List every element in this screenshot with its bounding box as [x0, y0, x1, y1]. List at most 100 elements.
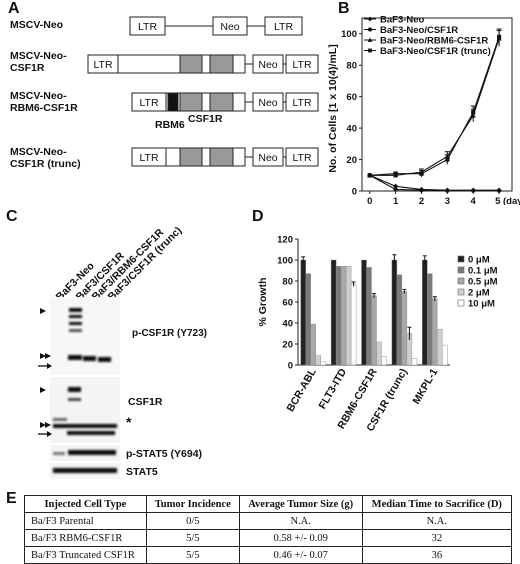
bar: [366, 267, 372, 366]
csf1r-domain2-r4: [209, 147, 234, 167]
bar: [422, 259, 428, 366]
csf1r-domain2-r2: [209, 54, 234, 74]
ltr-box-r1-left: [129, 16, 166, 36]
data-point: [367, 27, 373, 32]
table-row: Ba/F3 Parental 0/5 N.A. N.A.: [24, 512, 513, 530]
x-tick-label: 3: [445, 196, 450, 205]
blot-pcsf1r: [50, 297, 120, 375]
table-cell: Ba/F3 Parental: [24, 512, 147, 530]
band: [98, 357, 111, 362]
y-tick-label: 0: [352, 187, 357, 198]
y-tick-label: 0: [288, 361, 293, 372]
bar: [320, 361, 326, 366]
series-line: [369, 36, 500, 176]
blot-label-csf1r: CSF1R: [128, 396, 163, 408]
arrowhead-icon: [40, 422, 46, 428]
data-point: [445, 188, 450, 193]
table-cell: 0.46 +/- 0.07: [238, 546, 363, 564]
plot-frame: [361, 17, 513, 192]
ltr-box-r4-right: [285, 147, 319, 167]
data-point: [419, 188, 424, 193]
legend-label: 0.5 μM: [468, 277, 498, 288]
y-tick-label: 40: [282, 319, 293, 330]
bar: [391, 259, 398, 366]
band: [53, 424, 117, 428]
x-tick-label: 1: [393, 196, 399, 205]
band: [69, 308, 82, 312]
legend-label: BaF3-Neo/CSF1R (trunc): [380, 46, 491, 57]
table-cell: 0/5: [145, 512, 240, 530]
legend-swatch: [457, 288, 465, 296]
bar: [345, 266, 352, 366]
bar: [330, 259, 337, 366]
series-line: [369, 38, 500, 176]
ltr-text-r3-right: LTR: [292, 97, 311, 109]
ltr-text-r2-right: LTR: [292, 59, 311, 71]
tumor-table: Injected Cell Type Tumor Incidence Avera…: [24, 495, 513, 564]
y-tick-label: 80: [346, 61, 357, 72]
data-point: [368, 48, 372, 53]
legend-label: 0 μM: [468, 255, 490, 266]
neo-text-r3: Neo: [258, 97, 277, 109]
ltr-text-r3-left: LTR: [139, 97, 158, 109]
x-tick-label: 0: [367, 196, 372, 205]
bar: [432, 298, 438, 366]
x-tick-label: 5 (day): [495, 196, 520, 205]
band: [68, 387, 81, 392]
data-point: [367, 37, 373, 42]
bar: [437, 329, 443, 366]
blot-label-pstat5: p-STAT5 (Y694): [126, 448, 202, 460]
y-tick-label: 20: [346, 155, 357, 166]
bar: [350, 283, 357, 366]
bar: [371, 295, 377, 366]
series-1: [367, 173, 502, 193]
y-tick-label: 120: [277, 235, 293, 246]
band: [53, 468, 117, 473]
table-cell: N.A.: [361, 512, 513, 530]
band: [69, 322, 82, 325]
panel-letter-e: E: [6, 490, 17, 507]
data-point: [496, 188, 502, 193]
neo-box-r1: [212, 16, 248, 36]
column-header: Injected Cell Type: [24, 495, 147, 513]
band: [68, 398, 81, 401]
arrow-icon: [47, 431, 52, 437]
csf1r-domain2-r3: [209, 92, 234, 112]
column-header: Average Tumor Size (g): [238, 495, 363, 513]
neo-box-r2: [252, 54, 284, 74]
table-cell: N.A.: [238, 512, 363, 530]
y-tick-label: 40: [346, 124, 357, 135]
legend-label: 2 μM: [468, 288, 490, 299]
data-point: [419, 171, 424, 176]
x-tick-label: 4: [471, 196, 477, 205]
y-tick-label: 60: [346, 92, 357, 103]
growth-curve-chart: 0 20 40 60 80 100 0 1 2 3 4 5 (day) No. of Cells [1 …: [327, 15, 520, 206]
table-cell: 0.58 +/- 0.09: [238, 529, 363, 547]
panel-letter-b: B: [338, 0, 350, 17]
ltr-text-r1-right: LTR: [274, 21, 293, 33]
legend-swatch: [457, 299, 465, 307]
bar: [376, 341, 382, 366]
legend-label: 0.1 μM: [468, 266, 498, 277]
bar: [335, 266, 342, 366]
csf1r-label: CSF1R: [188, 113, 223, 125]
table-row: Ba/F3 Truncated CSF1R 5/5 0.46 +/- 0.07 …: [24, 546, 513, 564]
neo-box-r4: [252, 147, 284, 167]
bar: [300, 259, 306, 366]
construct-label-2: MSCV-Neo- CSF1R: [10, 50, 67, 74]
legend-swatch: [457, 255, 465, 263]
legend-swatch: [457, 266, 465, 274]
bar: [310, 323, 316, 366]
arrowhead-icon: [45, 422, 51, 428]
legend-swatch: [457, 277, 465, 285]
data-point: [496, 34, 502, 39]
legend-label: BaF3-Neo: [380, 15, 425, 26]
bar: [396, 274, 403, 366]
table-row: Ba/F3 RBM6-CSF1R 5/5 0.58 +/- 0.09 32: [24, 529, 513, 547]
ltr-text-r2-left: LTR: [93, 59, 112, 71]
y-tick-label: 80: [282, 277, 293, 288]
bar: [381, 356, 387, 366]
bar: [401, 291, 408, 366]
ltr-box-r1-right: [264, 16, 303, 36]
bar: [411, 358, 418, 366]
